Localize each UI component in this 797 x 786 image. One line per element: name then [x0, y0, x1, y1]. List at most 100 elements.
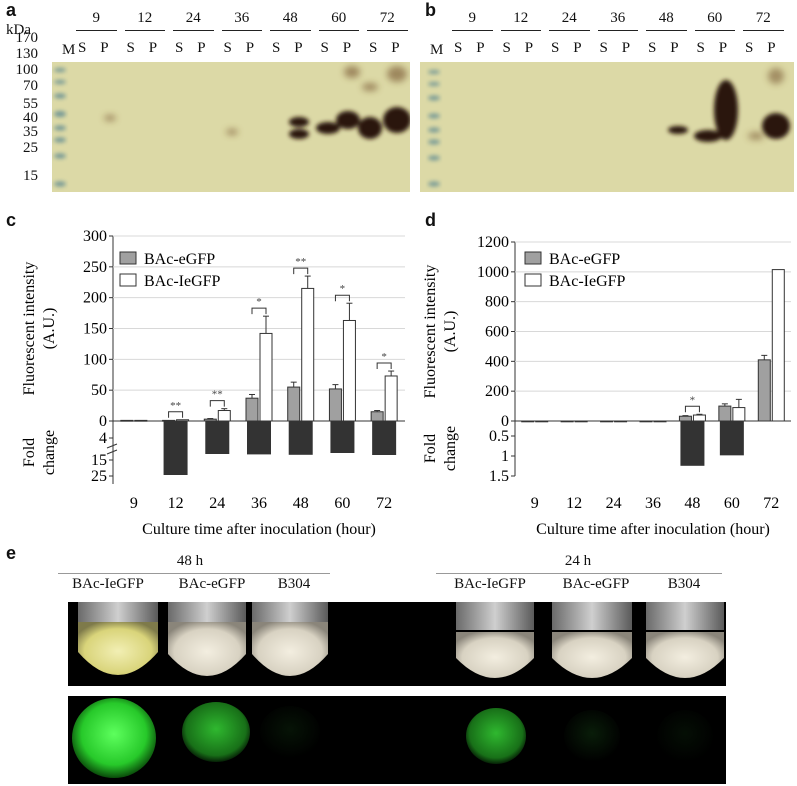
blot-a-fraction-48-S: S: [272, 40, 281, 56]
fold-bar-60: [330, 421, 355, 453]
blot-b-time-48: 48: [658, 10, 674, 26]
blot-a-time-48: 48: [282, 10, 298, 26]
marker-label-70: 70: [23, 78, 38, 94]
bar-bac-iegfp-24: [217, 410, 231, 422]
blot-b-fraction-72-P: P: [767, 40, 776, 56]
group-label-24h: 24 h: [564, 553, 592, 569]
western-blot-b: [420, 62, 794, 192]
blot-a-fraction-72-S: S: [369, 40, 378, 56]
blot-b-lane-bracket-9: [452, 30, 493, 31]
group-bracket: [58, 573, 330, 574]
x-tick-label: 72: [376, 495, 392, 512]
marker-label-15: 15: [23, 168, 38, 184]
bar-bac-egfp-60: [718, 405, 732, 422]
fold-bar-36: [247, 421, 271, 455]
bar-chart-d: 0 200 400 600 800 1000 1200 0.5 1 1.5 Fluorescent …: [422, 234, 791, 538]
fold-bar-48: [288, 421, 313, 455]
bar-bac-iegfp-48: [692, 414, 706, 422]
y-tick-label: 100: [83, 351, 107, 368]
fold-tick-label: 15: [91, 452, 107, 469]
y-tick-label: 150: [83, 321, 107, 338]
bar-bac-egfp-48: [678, 415, 692, 422]
bar-bac-iegfp-9: [134, 419, 148, 422]
blot-a-fraction-24-P: P: [197, 40, 206, 56]
y-tick-label: 600: [485, 324, 509, 341]
fluor-48h-bac-egfp: [182, 702, 250, 762]
bar-bac-egfp-60: [328, 388, 342, 422]
fold-bar-12: [163, 421, 188, 475]
blot-a-time-24: 24: [185, 10, 201, 26]
bar-bac-egfp-9: [120, 419, 134, 422]
blot-b-fraction-12-S: S: [502, 40, 511, 56]
y-tick-label: 200: [83, 290, 107, 307]
blot-a-fraction-12-P: P: [148, 40, 158, 56]
x-tick-label: 36: [645, 495, 661, 512]
blot-a-time-36: 36: [234, 10, 250, 26]
blot-a-fraction-36-S: S: [223, 40, 232, 56]
y-tick-label: 300: [83, 228, 107, 245]
blot-b-time-9: 9: [468, 10, 477, 26]
blot-a-lane-bracket-36: [221, 30, 262, 31]
blot-a-fraction-9-S: S: [78, 40, 87, 56]
x-axis-label: Culture time after inoculation (hour): [142, 521, 376, 538]
blot-a-fraction-60-P: P: [342, 40, 352, 56]
blot-a-lane-bracket-24: [173, 30, 214, 31]
bar-bac-iegfp-72: [771, 269, 785, 422]
significance-bracket: [251, 307, 267, 315]
group-bracket: [436, 573, 722, 574]
tube-48h-bac-egfp: [168, 602, 246, 676]
blot-b-time-24: 24: [561, 10, 577, 26]
y-tick-label: 200: [485, 383, 509, 400]
blot-a-time-12: 12: [137, 10, 153, 26]
y-tick-label: 1000: [477, 264, 509, 281]
x-tick-label: 48: [293, 495, 309, 512]
axis-break-mark: [106, 443, 118, 455]
x-axis-label: Culture time after inoculation (hour): [536, 521, 770, 538]
bar-bac-egfp-48: [287, 386, 301, 422]
bar-bac-egfp-9: [521, 420, 535, 423]
panel-c-letter: c: [6, 210, 17, 230]
significance-bracket: [209, 400, 225, 407]
significance-bracket: [168, 411, 184, 418]
y-tick-label: 0: [501, 413, 509, 430]
panel-a-letter: a: [6, 0, 17, 20]
blot-b-lane-bracket-60: [694, 30, 735, 31]
panel-b-letter: b: [425, 0, 436, 20]
legend-label: BAc-IeGFP: [549, 273, 626, 290]
y-tick-label: 400: [485, 353, 509, 370]
blot-a-lane-bracket-12: [124, 30, 165, 31]
bar-bac-egfp-24: [203, 418, 217, 422]
blot-a-fraction-9-P: P: [100, 40, 109, 56]
fold-bar-72: [372, 421, 397, 455]
x-tick-label: 60: [724, 495, 740, 512]
blot-a-time-9: 9: [92, 10, 101, 26]
significance-mark: *: [256, 296, 262, 308]
tube-48h-bac-iegfp: [78, 602, 158, 675]
fold-bar-60: [719, 421, 744, 456]
x-tick-label: 24: [209, 495, 225, 512]
blot-a-fraction-12-S: S: [126, 40, 135, 56]
blot-b-fraction-36-P: P: [621, 40, 631, 56]
significance-bracket: [684, 405, 700, 413]
blot-a-lane-bracket-72: [367, 30, 408, 31]
bar-bac-iegfp-9: [535, 420, 549, 423]
tubes-fluorescence-photo: [68, 696, 726, 784]
blot-a-time-72: 72: [379, 10, 395, 26]
tubes-fluorescence-image: [72, 698, 713, 778]
tubes-white-light-image: [78, 602, 724, 678]
legend-swatch: [119, 251, 137, 265]
marker-label-35: 35: [23, 124, 38, 140]
significance-mark: *: [340, 283, 346, 295]
tube-24h-b304: [646, 602, 724, 678]
x-tick-label: 9: [130, 495, 138, 512]
marker-label-25: 25: [23, 140, 38, 156]
fold-tick-label: 1.5: [489, 468, 509, 485]
y-tick-label: 800: [485, 294, 509, 311]
fold-tick-label: 0.5: [489, 428, 509, 445]
panel-d-letter: d: [425, 210, 436, 230]
significance-mark: **: [212, 389, 223, 401]
significance-mark: *: [381, 351, 387, 363]
blot-b-time-60: 60: [707, 10, 723, 26]
bar-bac-iegfp-36: [653, 420, 667, 423]
bar-bac-iegfp-12: [176, 419, 190, 422]
